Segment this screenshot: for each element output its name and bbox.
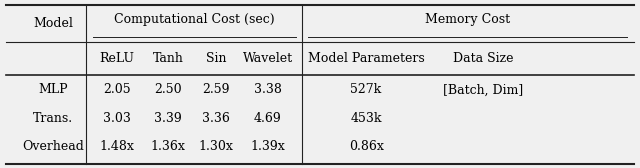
Text: Sin: Sin — [206, 52, 227, 65]
Text: Model Parameters: Model Parameters — [308, 52, 424, 65]
Text: Memory Cost: Memory Cost — [425, 13, 511, 26]
Text: 2.05: 2.05 — [103, 83, 131, 96]
Text: Overhead: Overhead — [22, 140, 84, 154]
Text: Computational Cost (sec): Computational Cost (sec) — [114, 13, 275, 26]
Text: 1.39x: 1.39x — [250, 140, 285, 154]
Text: Wavelet: Wavelet — [243, 52, 292, 65]
Text: 2.59: 2.59 — [203, 83, 230, 96]
Text: MLP: MLP — [38, 83, 68, 96]
Text: 453k: 453k — [350, 112, 382, 125]
Text: Data Size: Data Size — [453, 52, 513, 65]
Text: Trans.: Trans. — [33, 112, 73, 125]
Text: 2.50: 2.50 — [154, 83, 182, 96]
Text: [Batch, Dim]: [Batch, Dim] — [443, 83, 524, 96]
Text: 3.03: 3.03 — [103, 112, 131, 125]
Text: 3.36: 3.36 — [202, 112, 230, 125]
Text: 1.30x: 1.30x — [199, 140, 234, 154]
Text: 527k: 527k — [351, 83, 381, 96]
Text: 0.86x: 0.86x — [349, 140, 383, 154]
Text: ReLU: ReLU — [100, 52, 134, 65]
Text: Model: Model — [33, 17, 73, 30]
Text: 1.36x: 1.36x — [151, 140, 186, 154]
Text: 1.48x: 1.48x — [100, 140, 134, 154]
Text: 3.39: 3.39 — [154, 112, 182, 125]
Text: 4.69: 4.69 — [253, 112, 282, 125]
Text: 3.38: 3.38 — [253, 83, 282, 96]
Text: Tanh: Tanh — [153, 52, 184, 65]
